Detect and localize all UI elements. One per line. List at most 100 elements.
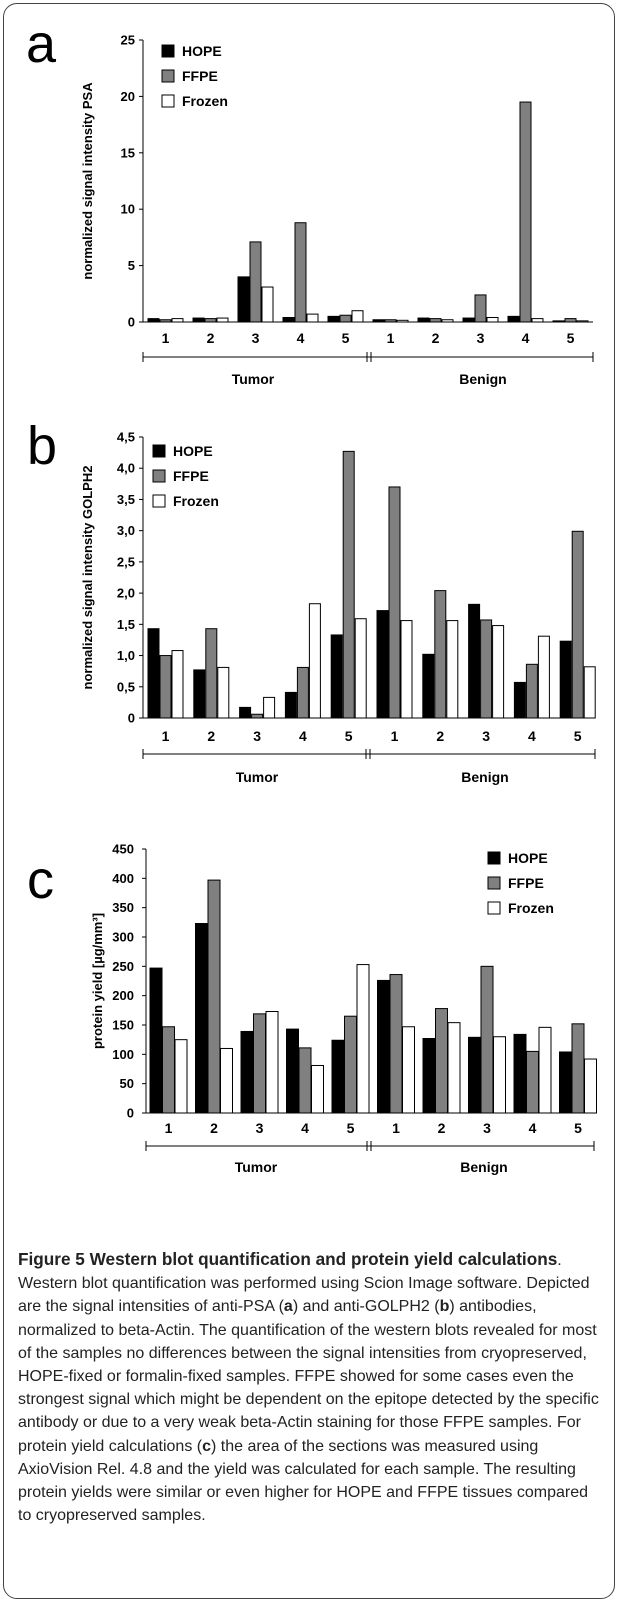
bar-hope-9 [513, 1033, 527, 1114]
bar-ffpe-2 [207, 879, 221, 1114]
caption-ref-a: a [283, 1298, 293, 1316]
x-category-label: 4 [529, 1120, 537, 1136]
bar-ffpe-2 [205, 628, 218, 719]
group-label-tumor: Tumor [235, 1159, 278, 1175]
bar-hope-2 [195, 923, 208, 1114]
x-category-label: 1 [162, 330, 170, 346]
x-category-label: 3 [483, 1120, 491, 1136]
caption-ref-c: c [202, 1437, 211, 1455]
bar-frozen-8 [486, 316, 499, 323]
y-tick-label: 4,5 [117, 430, 135, 445]
figure-caption: Figure 5 Western blot quantification and… [18, 1248, 603, 1527]
legend-label-hope: HOPE [182, 43, 222, 59]
bar-hope-5 [330, 634, 343, 719]
y-tick-label: 25 [121, 33, 135, 48]
bar-frozen-6 [402, 1026, 415, 1114]
bar-hope-9 [507, 315, 520, 323]
chart-panel-a: a 0 5 10 15 20 25 1 2 3 4 5 1 2 3 4 5 Tumor Benign normaliz… [26, 14, 594, 387]
group-label-benign: Benign [461, 769, 508, 785]
x-category-label: 5 [567, 330, 575, 346]
x-category-label: 3 [477, 330, 485, 346]
bar-ffpe-4 [294, 222, 307, 323]
legend-swatch-ffpe [487, 876, 501, 890]
bar-frozen-7 [447, 1022, 461, 1114]
y-tick-label: 2,0 [117, 586, 135, 601]
bar-hope-5 [331, 1039, 345, 1114]
x-category-label: 2 [438, 1120, 446, 1136]
y-tick-label: 300 [112, 930, 134, 945]
bar-ffpe-9 [526, 1050, 539, 1114]
bar-frozen-8 [492, 625, 505, 719]
bar-frozen-5 [356, 964, 370, 1114]
legend-label-frozen: Frozen [508, 900, 554, 916]
y-tick-label: 15 [121, 145, 135, 160]
bar-hope-1 [147, 318, 160, 323]
bar-hope-6 [377, 979, 390, 1114]
y-tick-label: 0,5 [117, 679, 135, 694]
bar-ffpe-4 [298, 1047, 312, 1114]
y-tick-label: 3,5 [117, 492, 135, 507]
legend-swatch-frozen [152, 494, 166, 508]
x-category-label: 5 [574, 728, 582, 744]
bar-frozen-2 [220, 1047, 233, 1114]
y-tick-label: 150 [112, 1018, 134, 1033]
bar-ffpe-7 [429, 318, 442, 323]
bar-ffpe-2 [204, 318, 217, 323]
bar-hope-4 [282, 316, 295, 323]
legend-label-ffpe: FFPE [508, 875, 544, 891]
x-category-label: 2 [207, 728, 215, 744]
bar-frozen-2 [216, 317, 229, 323]
bar-ffpe-5 [339, 314, 352, 323]
bar-ffpe-3 [253, 1013, 266, 1114]
y-tick-label: 400 [112, 871, 134, 886]
bar-frozen-6 [400, 620, 413, 719]
bar-frozen-9 [531, 318, 544, 323]
legend-label-frozen: Frozen [182, 93, 228, 109]
x-category-label: 4 [297, 330, 305, 346]
x-category-label: 3 [256, 1120, 264, 1136]
bar-frozen-3 [261, 286, 274, 323]
bar-frozen-10 [584, 1058, 597, 1114]
x-category-label: 4 [301, 1120, 309, 1136]
y-tick-label: 4,0 [117, 461, 135, 476]
bar-frozen-9 [538, 1026, 552, 1114]
x-category-label: 5 [574, 1120, 582, 1136]
bar-hope-9 [513, 681, 526, 719]
bar-hope-7 [417, 317, 430, 323]
y-tick-label: 100 [112, 1047, 134, 1062]
bar-ffpe-8 [480, 619, 493, 719]
legend-label-ffpe: FFPE [173, 468, 209, 484]
bar-frozen-9 [537, 635, 550, 719]
bar-ffpe-10 [571, 530, 584, 719]
legend-label-frozen: Frozen [173, 493, 219, 509]
bar-ffpe-1 [159, 655, 172, 719]
legend-label-ffpe: FFPE [182, 68, 218, 84]
x-category-label: 1 [162, 728, 170, 744]
bar-ffpe-1 [162, 1026, 175, 1114]
chart-panel-c: c 0 50 100 150 200 250 300 350 400 450 1 2 3 4 5 1 2 3 4 5 Tu… [27, 842, 597, 1175]
bar-hope-2 [192, 317, 205, 323]
bar-frozen-1 [171, 318, 184, 323]
bar-frozen-7 [446, 620, 459, 719]
bar-hope-7 [422, 653, 435, 719]
x-category-label: 1 [165, 1120, 173, 1136]
bar-hope-1 [149, 967, 163, 1114]
bar-frozen-3 [265, 1011, 279, 1114]
bar-frozen-5 [354, 618, 367, 719]
bar-ffpe-7 [435, 1008, 448, 1114]
x-category-label: 2 [210, 1120, 218, 1136]
bar-frozen-10 [583, 666, 596, 719]
bar-frozen-4 [311, 1064, 324, 1114]
bar-ffpe-6 [389, 974, 403, 1114]
y-tick-label: 0 [128, 315, 135, 330]
legend-label-hope: HOPE [173, 443, 213, 459]
caption-ref-b: b [439, 1298, 450, 1316]
bar-ffpe-10 [571, 1023, 585, 1114]
bar-ffpe-9 [519, 101, 532, 323]
legend-swatch-hope [161, 44, 175, 58]
bar-frozen-1 [171, 650, 184, 719]
caption-text-3: ) antibodies, normalized to beta-Actin. … [18, 1298, 599, 1455]
y-tick-label: 350 [112, 900, 134, 915]
panel-label: b [27, 416, 57, 476]
bar-hope-6 [376, 610, 389, 719]
